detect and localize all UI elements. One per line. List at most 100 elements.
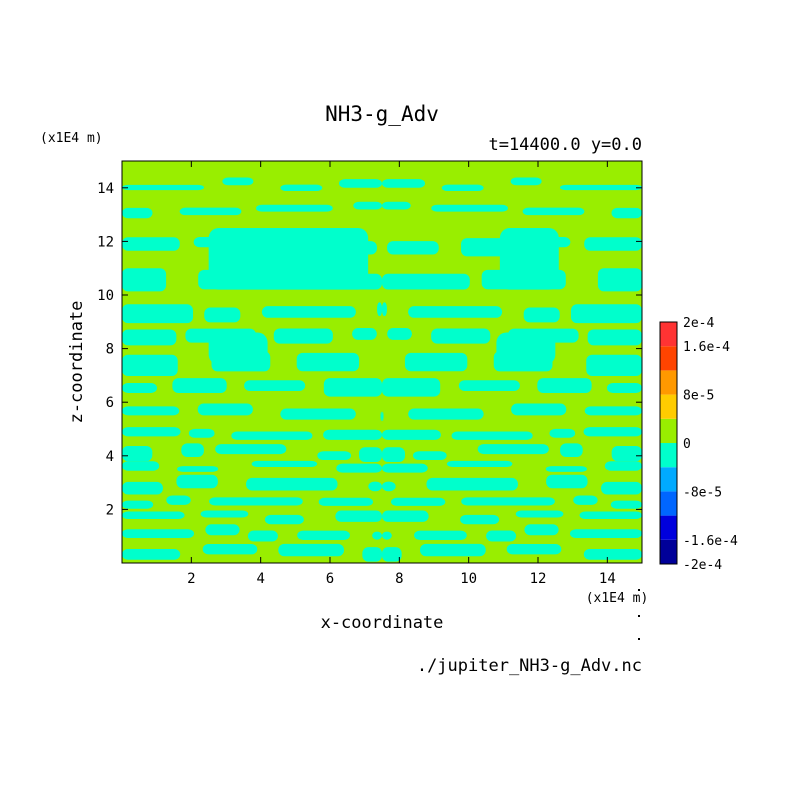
field-band xyxy=(122,354,178,376)
colorbar-level xyxy=(660,346,677,371)
field-band xyxy=(515,510,564,518)
x-axis-unit: (x1E4 m) xyxy=(586,591,649,606)
chart-title: NH3-g_Adv xyxy=(325,102,439,126)
x-tick-label: 10 xyxy=(460,571,477,587)
field-band xyxy=(122,461,160,471)
field-band xyxy=(358,447,382,463)
colorbar-label: -2e-4 xyxy=(683,558,722,573)
field-band xyxy=(451,431,533,440)
field-band xyxy=(387,241,439,255)
y-tick-label: 12 xyxy=(97,234,114,250)
field-band xyxy=(208,228,369,290)
field-band xyxy=(486,530,517,542)
field-band xyxy=(122,548,181,560)
field-band xyxy=(523,307,560,323)
field-band xyxy=(122,500,154,509)
field-band xyxy=(458,380,520,391)
field-band xyxy=(247,530,278,542)
field-band xyxy=(382,531,392,540)
field-band xyxy=(197,403,253,416)
field-band xyxy=(573,495,598,505)
field-band xyxy=(205,524,240,536)
field-band xyxy=(446,460,513,467)
field-band xyxy=(408,408,484,420)
field-band xyxy=(122,529,195,539)
field-band xyxy=(318,497,373,506)
colorbar-level xyxy=(660,491,677,516)
field-band xyxy=(382,481,396,492)
field-band xyxy=(296,352,360,372)
field-band xyxy=(431,204,508,212)
colorbar-level xyxy=(660,322,677,347)
corner-dot xyxy=(638,589,640,591)
field-band xyxy=(382,378,441,397)
field-band xyxy=(251,460,318,467)
colorbar-level xyxy=(660,443,677,468)
source-file-label: ./jupiter_NH3-g_Adv.nc xyxy=(417,656,642,676)
field-band xyxy=(202,544,258,555)
field-band xyxy=(426,477,518,491)
field-band xyxy=(382,547,402,562)
field-band xyxy=(597,268,642,292)
field-band xyxy=(537,378,592,393)
y-ticks: 2 4 6 8 10 12 14 xyxy=(97,181,642,518)
field-band xyxy=(336,463,382,473)
field-band xyxy=(382,429,441,440)
field-band xyxy=(261,306,356,318)
field-band xyxy=(362,547,382,562)
y-axis-label: z-coordinate xyxy=(67,301,87,424)
field-band xyxy=(559,184,642,191)
colorbar-label: 1.6e-4 xyxy=(683,340,730,355)
field-band xyxy=(338,179,382,188)
field-band xyxy=(368,481,382,492)
field-band xyxy=(524,524,559,536)
plot-area: 2 4 6 8 10 12 14 2 4 6 8 10 12 14 xyxy=(97,160,643,587)
field-band xyxy=(404,352,468,372)
field-band xyxy=(122,207,153,219)
field-band xyxy=(510,177,542,186)
field-band xyxy=(122,446,153,462)
field-band xyxy=(246,477,338,491)
x-tick-label: 14 xyxy=(599,571,616,587)
field-band xyxy=(122,304,194,324)
field-band xyxy=(273,328,333,344)
colorbar-level xyxy=(660,418,677,443)
field-band xyxy=(335,510,382,522)
field-band xyxy=(166,495,191,505)
y-tick-label: 4 xyxy=(106,449,114,465)
x-tick-label: 4 xyxy=(256,571,264,587)
field-band xyxy=(382,201,411,210)
colorbar-label: 8e-5 xyxy=(683,389,714,404)
field-band xyxy=(122,268,167,292)
field-band xyxy=(278,543,345,557)
field-band xyxy=(391,497,446,506)
colorbar-level xyxy=(660,539,677,564)
field-band xyxy=(569,529,642,539)
colorbar-level xyxy=(660,467,677,492)
field-band xyxy=(408,306,503,318)
y-tick-label: 14 xyxy=(97,181,114,197)
field-bands xyxy=(122,177,642,562)
field-band xyxy=(511,403,567,416)
field-band xyxy=(587,329,642,346)
field-band xyxy=(414,530,467,540)
field-band xyxy=(122,427,181,437)
field-band xyxy=(264,514,304,525)
field-band xyxy=(387,328,412,340)
field-band xyxy=(584,237,642,251)
field-band xyxy=(412,451,447,460)
field-band xyxy=(122,237,180,251)
field-band xyxy=(122,481,163,495)
field-band xyxy=(204,307,241,323)
y-tick-label: 2 xyxy=(106,502,114,518)
field-band xyxy=(604,461,642,471)
y-tick-label: 6 xyxy=(106,395,114,411)
field-band xyxy=(179,207,242,216)
plot-frame xyxy=(121,160,643,564)
colorbar-label: 2e-4 xyxy=(683,316,714,331)
field-band xyxy=(546,474,588,489)
field-band xyxy=(122,511,185,519)
field-band xyxy=(522,207,585,216)
field-band xyxy=(353,201,382,210)
field-band xyxy=(215,444,287,455)
